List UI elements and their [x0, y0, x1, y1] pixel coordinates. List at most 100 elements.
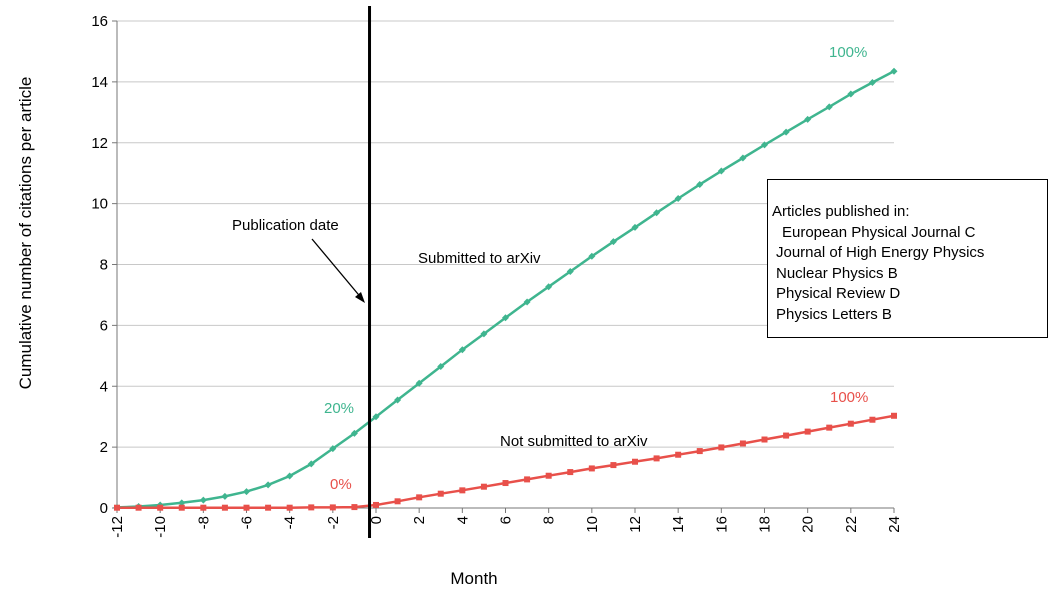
- x-tick-label: 22: [843, 516, 860, 533]
- x-tick-label: 18: [757, 516, 774, 533]
- data-point: [545, 472, 552, 479]
- data-point: [631, 223, 639, 231]
- data-point: [199, 496, 207, 504]
- data-point: [200, 504, 207, 511]
- data-point: [351, 504, 358, 511]
- x-tick-label: 16: [713, 516, 730, 533]
- y-tick-label: 14: [91, 74, 108, 91]
- x-tick-label: -10: [152, 516, 169, 538]
- data-point: [524, 476, 531, 483]
- data-point: [373, 501, 379, 508]
- data-point: [588, 465, 595, 472]
- data-point: [674, 194, 682, 202]
- data-point: [350, 429, 358, 437]
- data-point: [847, 420, 854, 427]
- y-tick-label: 0: [100, 500, 108, 517]
- x-tick-label: 0: [368, 516, 385, 524]
- red-start-percent: 0%: [330, 476, 352, 493]
- data-point: [609, 238, 617, 246]
- x-tick-label: -8: [195, 516, 212, 529]
- green-start-percent: 20%: [324, 400, 354, 417]
- data-point: [307, 460, 315, 468]
- grid-lines: [117, 20, 894, 448]
- data-point: [717, 167, 725, 175]
- red-end-percent: 100%: [830, 389, 868, 406]
- data-point: [566, 268, 574, 276]
- data-point: [157, 504, 164, 511]
- green-end-percent: 100%: [829, 44, 867, 61]
- data-point: [847, 90, 855, 98]
- data-point: [394, 498, 401, 505]
- x-tick-label: 24: [886, 516, 903, 533]
- data-point: [869, 416, 876, 423]
- data-point: [783, 432, 790, 439]
- data-point: [718, 444, 725, 451]
- publication-arrow: [311, 238, 365, 303]
- data-point: [437, 490, 444, 497]
- data-point: [480, 330, 488, 338]
- data-point: [653, 455, 660, 462]
- data-point: [458, 346, 466, 354]
- legend-entry: Journal of High Energy Physics: [776, 244, 985, 261]
- y-tick-label: 12: [91, 135, 108, 152]
- data-point: [437, 362, 445, 370]
- y-tick-label: 6: [100, 317, 108, 334]
- data-point: [221, 492, 229, 500]
- legend-entry: Physical Review D: [776, 285, 901, 302]
- x-tick-label: 8: [541, 516, 558, 524]
- x-axis-title: Month: [450, 569, 497, 588]
- y-tick-label: 8: [100, 257, 108, 274]
- data-point: [804, 115, 812, 123]
- data-point: [243, 488, 250, 496]
- y-axis-title: Cumulative number of citations per artic…: [16, 77, 35, 390]
- x-tick-label: 6: [498, 516, 515, 524]
- data-point: [891, 412, 897, 419]
- data-point: [804, 428, 811, 435]
- x-tick-label: 12: [627, 516, 644, 533]
- data-point: [739, 154, 747, 162]
- data-point: [739, 440, 746, 447]
- data-point: [329, 504, 336, 511]
- y-tick-label: 16: [91, 13, 108, 30]
- data-point: [825, 103, 833, 111]
- data-point: [696, 180, 704, 188]
- data-point: [890, 67, 898, 75]
- y-tick-label: 10: [91, 196, 108, 213]
- data-point: [415, 379, 423, 387]
- data-point: [675, 451, 682, 458]
- x-tick-label: 4: [454, 516, 471, 524]
- data-point: [610, 462, 617, 469]
- data-point: [588, 252, 596, 260]
- y-tick-labels: 0 2 4 6 8 10 12 14 16: [91, 13, 117, 517]
- data-point: [696, 448, 703, 455]
- data-point: [265, 504, 272, 511]
- data-point: [178, 504, 185, 511]
- data-point: [264, 481, 272, 489]
- x-tick-label: -2: [325, 516, 342, 529]
- legend: Articles published in: European Physical…: [767, 179, 1048, 338]
- x-tick-label: -6: [239, 516, 256, 529]
- data-point: [761, 141, 768, 149]
- legend-title: Articles published in:: [772, 203, 910, 220]
- data-point: [782, 128, 790, 136]
- data-point: [459, 487, 466, 494]
- data-point: [502, 480, 509, 487]
- data-point: [416, 494, 423, 501]
- y-tick-label: 2: [100, 439, 108, 456]
- submitted-series-label: Submitted to arXiv: [418, 250, 541, 267]
- y-tick-label: 4: [100, 378, 108, 395]
- data-point: [286, 472, 294, 480]
- legend-entry: European Physical Journal C: [782, 223, 976, 241]
- data-point: [114, 504, 120, 511]
- data-point: [178, 499, 186, 507]
- data-point: [502, 314, 509, 322]
- data-point: [329, 445, 337, 453]
- data-point: [480, 483, 487, 490]
- data-point: [308, 504, 315, 511]
- data-point: [286, 504, 293, 511]
- x-tick-label: -4: [282, 516, 299, 529]
- data-point: [545, 283, 553, 291]
- legend-entry: Physics Letters B: [776, 305, 892, 323]
- x-tick-labels: -12 -10 -8 -6 -4 -2 0 2 4 6 8 10 12 14 16 18 20 22 24: [109, 508, 903, 538]
